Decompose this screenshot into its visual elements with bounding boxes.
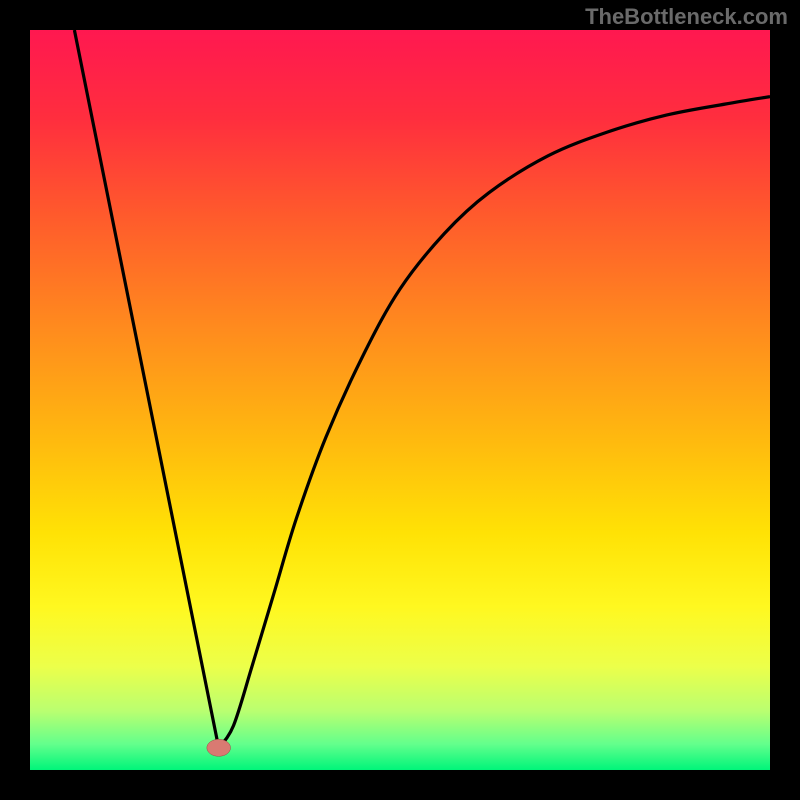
chart-container: TheBottleneck.com (0, 0, 800, 800)
watermark-text: TheBottleneck.com (585, 4, 788, 30)
minimum-point-marker (207, 739, 231, 756)
bottleneck-curve (30, 30, 770, 770)
plot-area (30, 30, 770, 770)
